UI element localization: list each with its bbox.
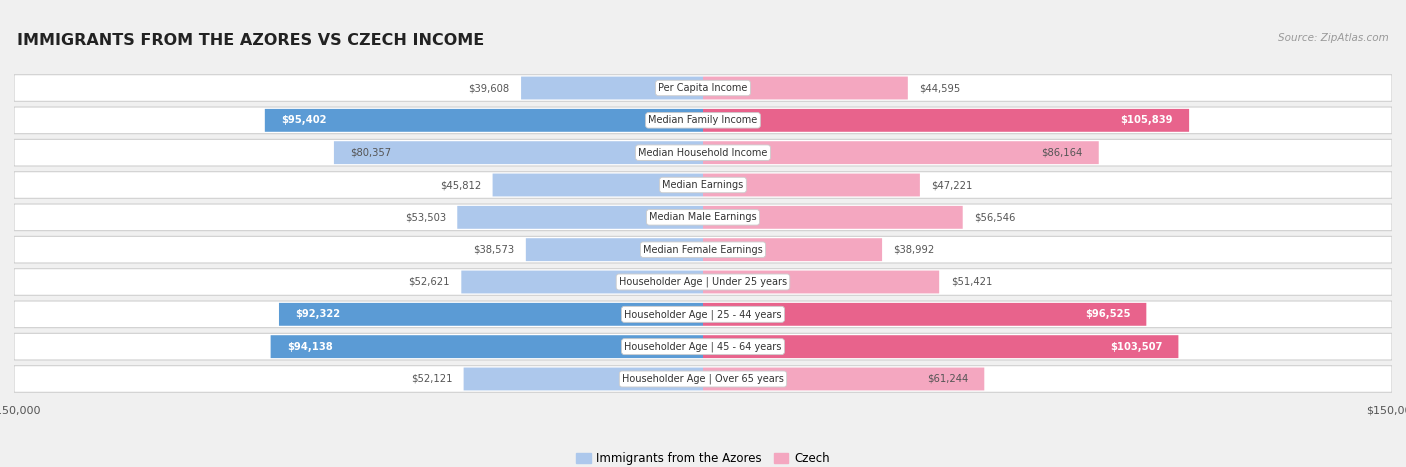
Text: $51,421: $51,421 (950, 277, 993, 287)
FancyBboxPatch shape (335, 141, 703, 164)
FancyBboxPatch shape (703, 238, 882, 261)
Text: $105,839: $105,839 (1121, 115, 1173, 125)
Text: Median Household Income: Median Household Income (638, 148, 768, 158)
Text: $53,503: $53,503 (405, 212, 446, 222)
FancyBboxPatch shape (264, 109, 703, 132)
FancyBboxPatch shape (270, 335, 703, 358)
Text: Householder Age | Over 65 years: Householder Age | Over 65 years (621, 374, 785, 384)
Text: IMMIGRANTS FROM THE AZORES VS CZECH INCOME: IMMIGRANTS FROM THE AZORES VS CZECH INCO… (17, 33, 484, 48)
FancyBboxPatch shape (14, 333, 1392, 360)
FancyBboxPatch shape (526, 238, 703, 261)
Legend: Immigrants from the Azores, Czech: Immigrants from the Azores, Czech (572, 447, 834, 467)
Text: Householder Age | 25 - 44 years: Householder Age | 25 - 44 years (624, 309, 782, 319)
FancyBboxPatch shape (461, 270, 703, 293)
Text: $86,164: $86,164 (1042, 148, 1083, 158)
FancyBboxPatch shape (457, 206, 703, 229)
Text: $44,595: $44,595 (920, 83, 960, 93)
FancyBboxPatch shape (14, 139, 1392, 166)
Text: $56,546: $56,546 (974, 212, 1015, 222)
Text: $38,992: $38,992 (894, 245, 935, 255)
Text: $61,244: $61,244 (927, 374, 969, 384)
FancyBboxPatch shape (703, 206, 963, 229)
FancyBboxPatch shape (278, 303, 703, 326)
FancyBboxPatch shape (703, 368, 984, 390)
FancyBboxPatch shape (14, 269, 1392, 295)
Text: Source: ZipAtlas.com: Source: ZipAtlas.com (1278, 33, 1389, 42)
FancyBboxPatch shape (14, 366, 1392, 392)
FancyBboxPatch shape (14, 172, 1392, 198)
Text: $95,402: $95,402 (281, 115, 326, 125)
FancyBboxPatch shape (14, 75, 1392, 101)
FancyBboxPatch shape (464, 368, 703, 390)
Text: $52,121: $52,121 (411, 374, 453, 384)
FancyBboxPatch shape (522, 77, 703, 99)
FancyBboxPatch shape (703, 270, 939, 293)
FancyBboxPatch shape (703, 141, 1098, 164)
Text: $80,357: $80,357 (350, 148, 391, 158)
Text: $52,621: $52,621 (408, 277, 450, 287)
Text: Median Earnings: Median Earnings (662, 180, 744, 190)
Text: $103,507: $103,507 (1109, 342, 1163, 352)
Text: Per Capita Income: Per Capita Income (658, 83, 748, 93)
FancyBboxPatch shape (14, 301, 1392, 328)
Text: Householder Age | 45 - 64 years: Householder Age | 45 - 64 years (624, 341, 782, 352)
Text: $38,573: $38,573 (474, 245, 515, 255)
Text: Median Female Earnings: Median Female Earnings (643, 245, 763, 255)
FancyBboxPatch shape (703, 174, 920, 197)
Text: $47,221: $47,221 (931, 180, 973, 190)
Text: $92,322: $92,322 (295, 309, 340, 319)
FancyBboxPatch shape (703, 335, 1178, 358)
FancyBboxPatch shape (14, 204, 1392, 231)
Text: Median Male Earnings: Median Male Earnings (650, 212, 756, 222)
FancyBboxPatch shape (703, 77, 908, 99)
FancyBboxPatch shape (14, 107, 1392, 134)
FancyBboxPatch shape (14, 236, 1392, 263)
Text: $45,812: $45,812 (440, 180, 481, 190)
Text: Householder Age | Under 25 years: Householder Age | Under 25 years (619, 277, 787, 287)
FancyBboxPatch shape (703, 303, 1146, 326)
Text: Median Family Income: Median Family Income (648, 115, 758, 125)
Text: $39,608: $39,608 (468, 83, 509, 93)
FancyBboxPatch shape (492, 174, 703, 197)
FancyBboxPatch shape (703, 109, 1189, 132)
Text: $96,525: $96,525 (1085, 309, 1130, 319)
Text: $94,138: $94,138 (287, 342, 332, 352)
